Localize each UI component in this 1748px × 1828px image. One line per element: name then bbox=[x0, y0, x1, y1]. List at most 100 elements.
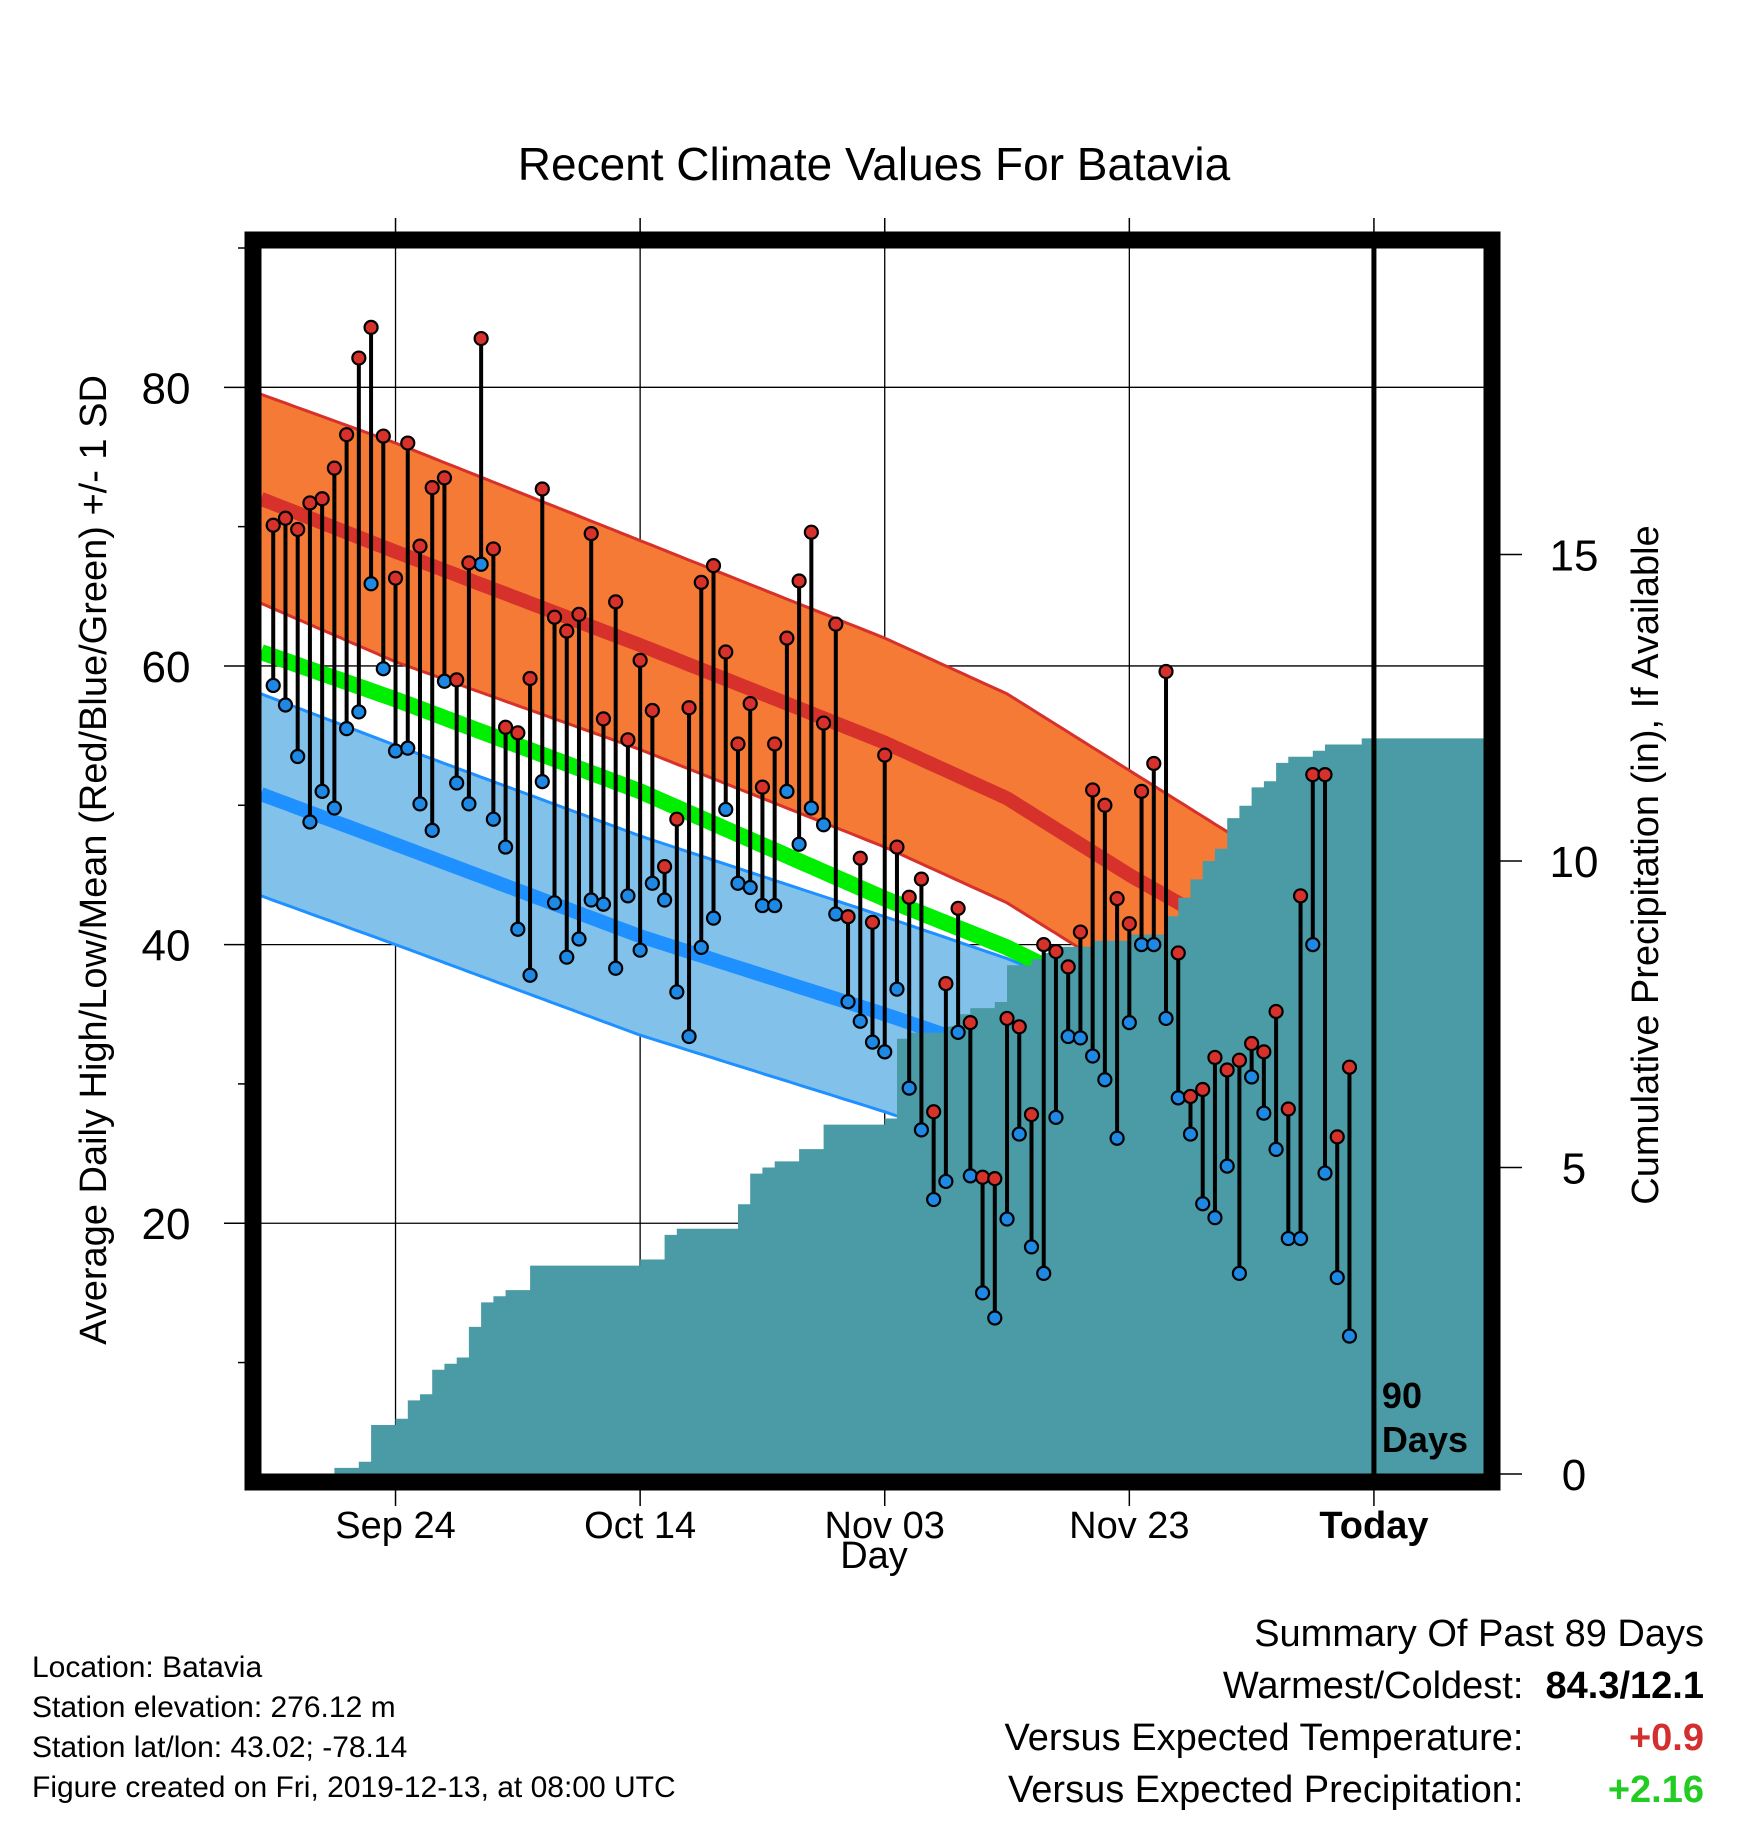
daily-low-point bbox=[742, 879, 758, 896]
temp-value: +0.9 bbox=[1628, 1717, 1704, 1759]
daily-high-point bbox=[1268, 1003, 1284, 1020]
daily-low-point bbox=[1195, 1196, 1211, 1212]
daily-high-point bbox=[326, 460, 342, 476]
daily-low-point bbox=[412, 796, 428, 812]
daily-high-point bbox=[1292, 888, 1309, 904]
daily-high-point bbox=[461, 555, 477, 571]
daily-high-point bbox=[1329, 1129, 1345, 1145]
daily-high-point bbox=[1023, 1106, 1040, 1123]
daily-high-point bbox=[1048, 943, 1064, 960]
daily-high-point bbox=[277, 510, 294, 526]
daily-high-point bbox=[889, 839, 905, 855]
elevation-text: Station elevation: 276.12 m bbox=[32, 1691, 396, 1724]
warm-cold-value: 84.3/12.1 bbox=[1545, 1665, 1704, 1707]
daily-high-point bbox=[1170, 945, 1186, 961]
daily-low-point bbox=[754, 897, 771, 914]
daily-low-point bbox=[1244, 1069, 1260, 1085]
daily-low-point bbox=[449, 775, 465, 791]
daily-low-point bbox=[387, 743, 404, 759]
daily-low-point bbox=[302, 814, 318, 830]
daily-high-point bbox=[449, 672, 465, 688]
daily-low-point bbox=[852, 1013, 868, 1029]
daily-low-point bbox=[485, 811, 501, 827]
daily-low-point bbox=[314, 783, 330, 799]
daily-high-point bbox=[926, 1104, 942, 1120]
daily-high-point bbox=[1231, 1052, 1248, 1068]
daily-high-point bbox=[546, 609, 563, 625]
daily-low-point bbox=[840, 994, 856, 1010]
x-axis: Sep 24 Oct 14 Nov 03 Nov 23 Today bbox=[335, 218, 1428, 1547]
daily-low-point bbox=[277, 697, 294, 713]
daily-high-point bbox=[950, 900, 966, 916]
plot-area bbox=[261, 248, 1484, 1474]
daily-low-point bbox=[1146, 936, 1162, 953]
daily-low-point bbox=[1305, 936, 1321, 953]
plot-frame bbox=[244, 231, 1501, 1491]
daily-low-point bbox=[1170, 1090, 1186, 1106]
daily-low-point bbox=[1023, 1239, 1040, 1255]
precip-label: Versus Expected Precipitation: bbox=[1008, 1769, 1524, 1811]
daily-high-point bbox=[498, 719, 514, 735]
daily-low-point bbox=[926, 1191, 942, 1208]
daily-high-point bbox=[1133, 783, 1150, 799]
daily-high-point bbox=[962, 1015, 978, 1031]
daily-low-point bbox=[669, 984, 685, 1000]
daily-low-point bbox=[546, 895, 563, 911]
chart-title: Recent Climate Values For Batavia bbox=[518, 138, 1231, 190]
daily-high-point bbox=[290, 521, 306, 538]
daily-high-point bbox=[718, 644, 734, 660]
daily-stems bbox=[271, 327, 1352, 1337]
daily-high-point bbox=[1256, 1044, 1272, 1060]
daily-high-point bbox=[595, 711, 612, 727]
daily-low-point bbox=[705, 910, 722, 926]
daily-high-point bbox=[1182, 1088, 1199, 1105]
daily-low-point bbox=[1097, 1072, 1113, 1088]
daily-low-point bbox=[864, 1034, 881, 1050]
daily-low-point bbox=[1268, 1141, 1284, 1157]
daily-high-point bbox=[913, 871, 930, 887]
daily-low-point bbox=[1292, 1230, 1309, 1247]
daily-low-point bbox=[1060, 1028, 1076, 1045]
daily-high-point bbox=[339, 427, 355, 443]
x-tick-label: Sep 24 bbox=[335, 1505, 455, 1547]
daily-high-point bbox=[987, 1171, 1003, 1187]
daily-high-point bbox=[1219, 1062, 1235, 1078]
daily-low-point bbox=[498, 839, 514, 855]
warm-cold-label: Warmest/Coldest: bbox=[1222, 1665, 1524, 1707]
daily-high-point bbox=[1244, 1035, 1260, 1052]
daily-high-point bbox=[534, 481, 550, 497]
daily-high-point bbox=[1085, 782, 1101, 798]
precip-area bbox=[261, 738, 1484, 1474]
daily-high-point bbox=[974, 1169, 991, 1185]
daily-high-point bbox=[791, 573, 807, 589]
daily-high-point bbox=[473, 330, 489, 347]
daily-low-point bbox=[779, 783, 795, 799]
daily-low-point bbox=[290, 748, 306, 765]
x-tick-label: Nov 03 bbox=[825, 1505, 945, 1547]
daily-high-point bbox=[559, 623, 575, 639]
daily-low-point bbox=[608, 960, 624, 976]
daily-low-point bbox=[1207, 1210, 1223, 1226]
daily-high-point bbox=[363, 319, 379, 336]
daily-high-point bbox=[351, 350, 367, 366]
daily-high-point bbox=[705, 558, 722, 574]
daily-low-point bbox=[522, 967, 538, 983]
daily-high-point bbox=[840, 909, 856, 925]
daily-low-point bbox=[1072, 1030, 1089, 1046]
daily-high-point bbox=[877, 747, 893, 763]
daily-high-point bbox=[644, 702, 660, 719]
daily-low-point bbox=[1256, 1105, 1272, 1121]
daily-low-point bbox=[632, 942, 648, 958]
daily-low-point bbox=[461, 796, 477, 812]
right-y-tick-label: 5 bbox=[1562, 1145, 1586, 1194]
daily-low-point bbox=[974, 1285, 991, 1301]
daily-high-point bbox=[485, 541, 501, 557]
daily-high-point bbox=[1011, 1019, 1027, 1035]
daily-low-point bbox=[595, 896, 612, 912]
daily-low-point bbox=[877, 1044, 893, 1060]
daily-low-point bbox=[583, 892, 599, 908]
daily-low-point bbox=[339, 721, 355, 737]
summary-warm-cold: Warmest/Coldest: 84.3/12.1 bbox=[1005, 1660, 1704, 1712]
daily-low-point bbox=[375, 661, 391, 677]
daily-low-point bbox=[962, 1168, 978, 1184]
